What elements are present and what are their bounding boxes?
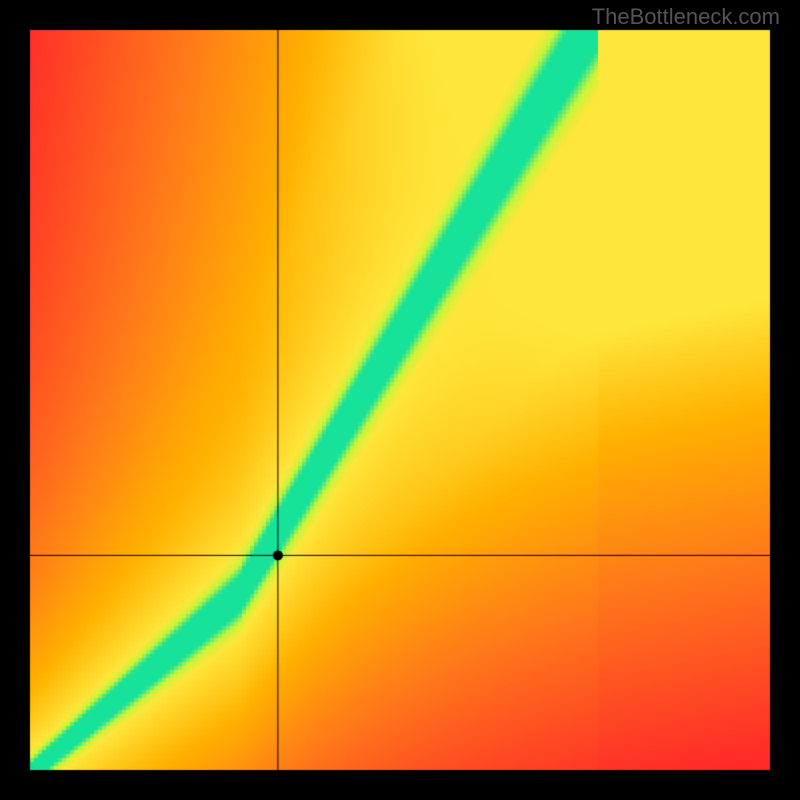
chart-container: TheBottleneck.com [0,0,800,800]
watermark-text: TheBottleneck.com [592,4,780,30]
heatmap-canvas [0,0,800,800]
